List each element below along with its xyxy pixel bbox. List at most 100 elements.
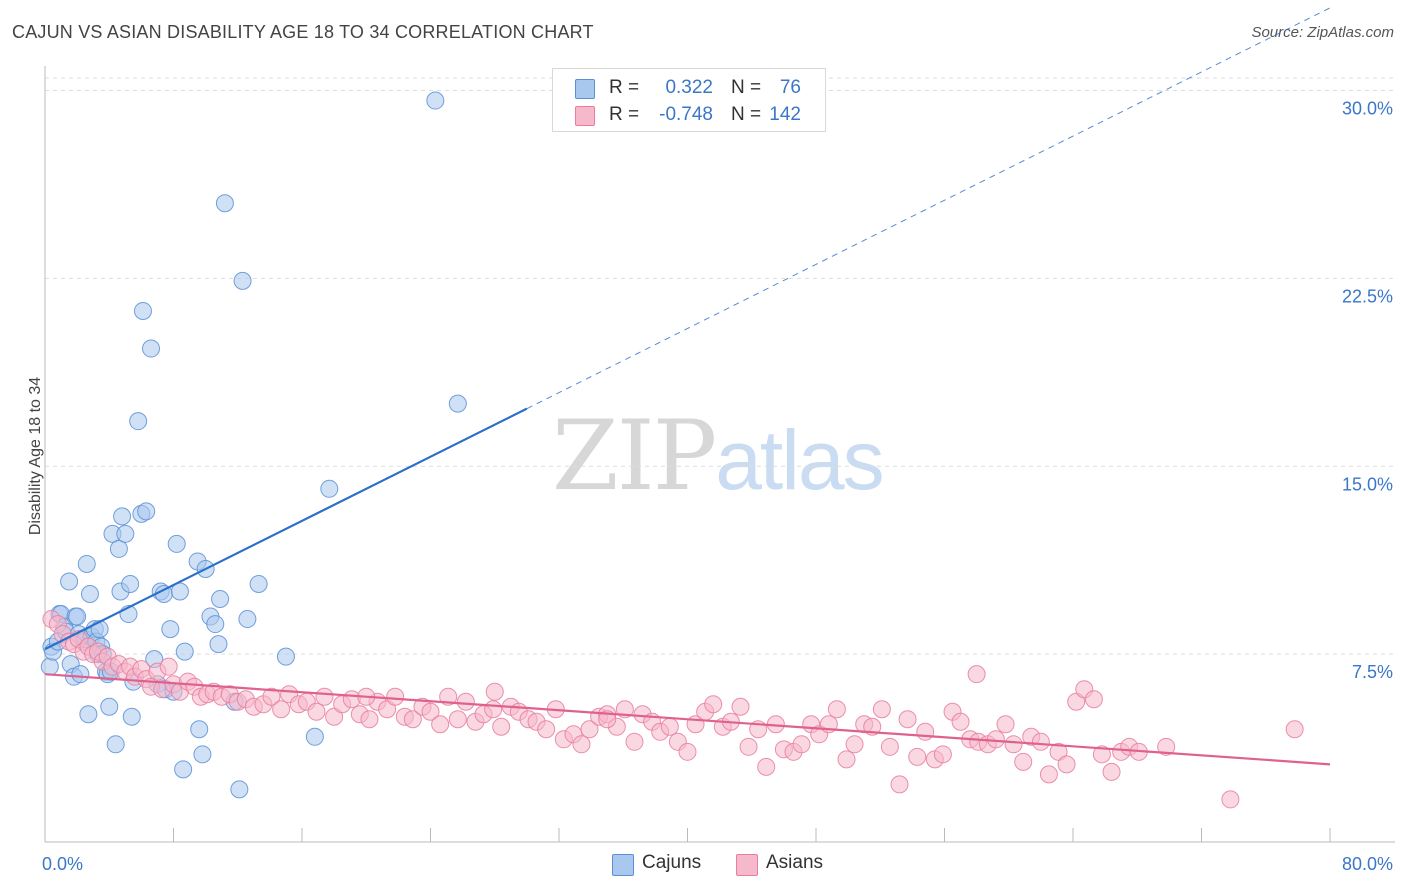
asian-point [704, 695, 723, 714]
axes [44, 66, 1395, 843]
watermark-zip: ZIP [552, 400, 717, 512]
cajun-point [121, 574, 140, 593]
cajun-point [233, 271, 252, 290]
cajun-point [175, 642, 194, 661]
cajun-point [116, 524, 135, 543]
cajun-point [77, 554, 96, 573]
watermark-atlas: atlas [715, 413, 884, 507]
x-tick-label: 80.0% [1342, 854, 1393, 874]
cajun-point [113, 507, 132, 526]
r-value: 0.322 [665, 77, 713, 98]
cajun-point [142, 339, 161, 358]
asian-point [262, 687, 281, 706]
cajun-point [249, 574, 268, 593]
cajun-point [71, 665, 90, 684]
gridlines [45, 77, 1395, 655]
asian-point [1084, 690, 1103, 709]
asian-point [307, 702, 326, 721]
cajun-point [238, 610, 257, 629]
legend-item-cajuns: Cajuns [612, 852, 722, 878]
cajun-point [426, 91, 445, 110]
cajun-point [100, 697, 119, 716]
cajun-point [209, 635, 228, 654]
asian-point [484, 700, 503, 719]
asians-legend-label: Asians [766, 852, 824, 873]
asian-point [159, 657, 178, 676]
cajun-point [167, 534, 186, 553]
legend-row-asians: R = -0.748 N = 142 [553, 102, 825, 128]
cajun-point [80, 585, 99, 604]
y-tick-label: 30.0% [1342, 99, 1393, 119]
chart-title: CAJUN VS ASIAN DISABILITY AGE 18 TO 34 C… [12, 22, 594, 42]
asian-point [951, 712, 970, 731]
asian-point [625, 732, 644, 751]
asian-point [845, 735, 864, 754]
asians-trend-line [44, 673, 1331, 766]
asian-point [731, 697, 750, 716]
cajun-point [174, 760, 193, 779]
cajun-point [276, 647, 295, 666]
asian-point [315, 687, 334, 706]
asian-point [1102, 762, 1121, 781]
cajuns-swatch [575, 79, 595, 99]
cajun-point [448, 394, 467, 413]
cajun-point [137, 502, 156, 521]
n-label: N = [731, 77, 762, 98]
asian-point [933, 745, 952, 764]
asian-point [448, 710, 467, 729]
cajuns-trend-line [44, 407, 528, 651]
cajun-point [211, 590, 230, 609]
asian-point [572, 735, 591, 754]
legend-row-cajuns: R = 0.322 N = 76 [553, 75, 825, 101]
asian-point [1057, 755, 1076, 774]
asian-point [492, 717, 511, 736]
cajuns-legend-label: Cajuns [642, 852, 702, 873]
asian-point [827, 700, 846, 719]
cajun-point [90, 620, 109, 639]
asian-point [908, 747, 927, 766]
y-tick-label: 22.5% [1342, 286, 1393, 306]
asian-point [360, 710, 379, 729]
legend-item-asians: Asians [736, 852, 846, 878]
asian-point [1092, 745, 1111, 764]
cajun-point [122, 707, 141, 726]
asian-point [272, 700, 291, 719]
cajun-point [40, 657, 59, 676]
tick-labels: 7.5% 15.0% 22.5% 30.0% 0.0% 80.0% [42, 99, 1393, 874]
asian-point [1221, 790, 1240, 809]
asian-point [1039, 765, 1058, 784]
cajun-point [193, 745, 212, 764]
y-tick-label: 7.5% [1352, 662, 1393, 682]
asian-point [1004, 735, 1023, 754]
asian-point [421, 702, 440, 721]
asian-point [678, 742, 697, 761]
n-value: 76 [779, 77, 801, 98]
cajun-point [190, 720, 209, 739]
asian-point [403, 710, 422, 729]
asian-point [792, 735, 811, 754]
n-label: N = [731, 104, 762, 125]
cajun-point [79, 705, 98, 724]
asian-point [660, 717, 679, 736]
asian-point [580, 720, 599, 739]
asians-swatch [575, 106, 595, 126]
cajuns-legend-swatch [612, 854, 634, 876]
asian-point [986, 730, 1005, 749]
cajun-point [68, 607, 87, 626]
r-label: R = [609, 77, 640, 98]
asians-legend-swatch [736, 854, 758, 876]
asian-point [439, 687, 458, 706]
n-value: 142 [769, 104, 801, 125]
r-label: R = [609, 104, 640, 125]
asian-point [967, 665, 986, 684]
asian-point [1031, 732, 1050, 751]
asian-point [739, 737, 758, 756]
asian-point [456, 692, 475, 711]
cajun-point [109, 539, 128, 558]
asian-point [1285, 720, 1304, 739]
cajun-point [60, 572, 79, 591]
cajun-point [106, 735, 125, 754]
asian-point [890, 775, 909, 794]
cajun-point [215, 194, 234, 213]
